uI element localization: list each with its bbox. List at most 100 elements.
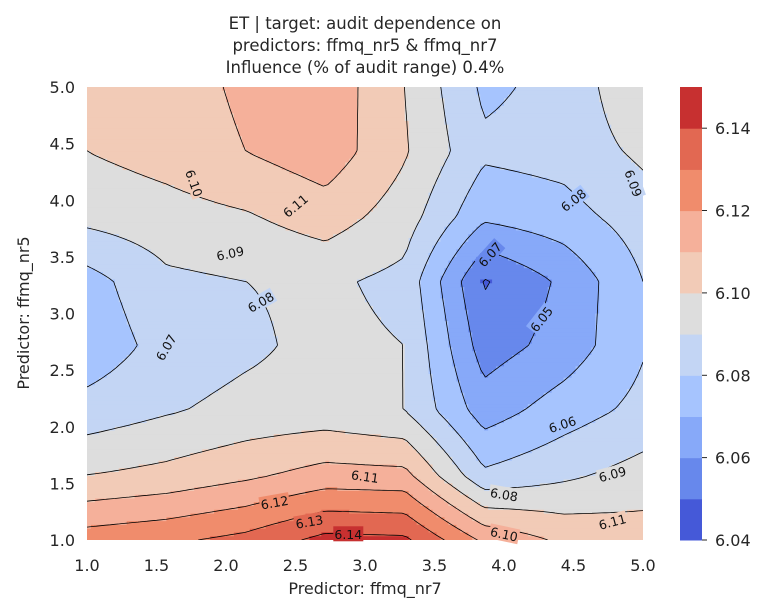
contour-fill-band-6.09 xyxy=(273,328,390,333)
contour-fill-band-6.08 xyxy=(361,287,422,292)
contour-fill-band-6.07 xyxy=(599,309,643,315)
contour-fill-band-6.1 xyxy=(87,124,239,130)
contour-fill-band-6.05 xyxy=(476,358,509,364)
contour-fill-band-6.09 xyxy=(400,170,442,175)
contour-fill-band-6.11 xyxy=(420,502,449,507)
contour-fill-band-6.07 xyxy=(420,290,442,296)
contour-fill-band-6.07 xyxy=(87,298,120,303)
contour-fill-band-6.08 xyxy=(639,271,643,277)
contour-label-bg xyxy=(182,166,207,200)
contour-fill-band-6.1 xyxy=(87,494,136,500)
contour-fill-band-6.07 xyxy=(87,279,116,284)
contour-fill-band-6.07 xyxy=(452,426,485,432)
contour-fill-band-6.1 xyxy=(357,90,406,96)
contour-fill-band-6.09 xyxy=(114,426,426,432)
contour-fill-band-6.09 xyxy=(87,204,227,209)
contour-fill-band-6.05 xyxy=(468,309,545,315)
contour-fill-band-6.1 xyxy=(87,87,223,92)
contour-fill-band-6.09 xyxy=(408,147,449,152)
contour-fill-band-6.09 xyxy=(404,113,446,118)
contour-fill-band-6.07 xyxy=(87,324,132,330)
contour-fill-band-6.11 xyxy=(416,498,446,503)
contour-fill-band-6.07 xyxy=(420,298,446,303)
contour-fill-band-6.07 xyxy=(444,415,473,420)
contour-fill-band-6.09 xyxy=(87,219,271,224)
contour-fill-band-6.09 xyxy=(404,109,446,115)
contour-fill-band-6.09 xyxy=(357,219,422,224)
contour-fill-band-6.1 xyxy=(273,434,382,439)
contour-fill-band-6.1 xyxy=(329,460,430,466)
contour-fill-band-6.1 xyxy=(428,487,457,492)
contour-fill-band-6.08 xyxy=(639,268,643,273)
contour-fill-band-6.08 xyxy=(639,373,643,379)
contour-fill-band-6.08 xyxy=(416,226,446,232)
contour-fill-band-6.13 xyxy=(305,513,410,518)
colorbar-tick-label: 6.06 xyxy=(715,449,751,468)
contour-fill-band-6.09 xyxy=(365,215,422,220)
contour-fill-band-6.07 xyxy=(571,373,640,379)
contour-fill-band-6.07 xyxy=(424,313,446,318)
y-tick-label: 3.5 xyxy=(50,248,75,267)
contour-fill-band-6.1 xyxy=(480,521,643,526)
contour-fill-band-6.12 xyxy=(428,528,461,534)
contour-fill-band-6.09 xyxy=(404,94,442,99)
contour-fill-band-6.08 xyxy=(118,298,263,303)
contour-fill-band-6.08 xyxy=(404,396,434,401)
contour-fill-band-6.07 xyxy=(595,321,643,326)
contour-fill-band-6.09 xyxy=(198,400,406,405)
contour-fill-band-6.08 xyxy=(87,249,152,254)
contour-fill-band-6.05 xyxy=(464,298,549,303)
contour-fill-band-6.07 xyxy=(480,98,505,103)
contour-fill-band-6.11 xyxy=(241,136,358,141)
contour-fill-band-6.11 xyxy=(444,517,473,522)
contour-fill-band-6.08 xyxy=(496,109,604,115)
contour-fill-band-6.08 xyxy=(130,351,271,356)
contour-fill-band-6.08 xyxy=(631,249,643,254)
contour-fill-band-6.08 xyxy=(444,105,481,111)
contour-fill-band-6.07 xyxy=(436,241,465,247)
contour-fill-band-6.09 xyxy=(277,339,402,345)
contour-line-6.11 xyxy=(87,87,548,540)
contour-fill-band-6.07 xyxy=(87,366,116,371)
contour-fill-band-6.09 xyxy=(162,260,398,266)
contour-fill-band-6.05 xyxy=(472,343,529,349)
contour-fill-band-6.09 xyxy=(428,460,453,466)
colorbar-tick-label: 6.12 xyxy=(715,202,751,221)
contour-fill-band-6.09 xyxy=(190,268,382,273)
contour-fill-band-6.1 xyxy=(87,117,235,122)
colorbar-segment-6.04 xyxy=(680,498,702,541)
contour-fill-band-6.09 xyxy=(408,124,449,130)
contour-fill-band-6.08 xyxy=(436,441,469,447)
chart-title-line-1: ET | target: audit dependence on xyxy=(229,14,502,33)
contour-fill-band-6.07 xyxy=(440,238,469,243)
contour-fill-band-6.09 xyxy=(372,207,426,213)
contour-fill-band-6.11 xyxy=(281,166,346,171)
contour-fill-band-6.12 xyxy=(214,509,322,515)
contour-fill-band-6.09 xyxy=(269,351,406,356)
contour-fill-band-6.09 xyxy=(194,404,406,409)
contour-fill-band-6.1 xyxy=(357,87,406,92)
colorbar-segment-6.12 xyxy=(680,169,702,212)
x-tick-label: 1.0 xyxy=(74,556,99,575)
contour-fill-band-6.09 xyxy=(106,230,299,235)
contour-fill-band-6.08 xyxy=(440,90,477,96)
contour-fill-band-6.11 xyxy=(87,509,215,515)
contour-fill-band-6.09 xyxy=(607,113,643,118)
contour-fill-band-6.07 xyxy=(595,339,643,345)
contour-fill-band-6.06 xyxy=(472,415,513,420)
contour-fill-band-6.07 xyxy=(468,188,573,194)
contour-fill-band-6.08 xyxy=(357,279,422,284)
contour-fill-band-6.08 xyxy=(420,422,449,428)
contour-fill-band-6.07 xyxy=(480,166,501,171)
contour-fill-band-6.11 xyxy=(170,490,307,496)
contour-fill-band-6.12 xyxy=(269,498,418,503)
contour-fill-band-6.1 xyxy=(87,136,243,141)
contour-fill-band-6.1 xyxy=(162,181,318,186)
contour-fill-band-6.08 xyxy=(583,200,643,205)
contour-fill-band-6.08 xyxy=(504,98,600,103)
contour-fill-band-6.08 xyxy=(444,162,636,167)
contour-fill-band-6.07 xyxy=(543,234,620,239)
colorbar-segment-6.06 xyxy=(680,416,702,459)
contour-fill-band-6.08 xyxy=(575,192,643,198)
contour-fill-band-6.09 xyxy=(408,139,449,145)
